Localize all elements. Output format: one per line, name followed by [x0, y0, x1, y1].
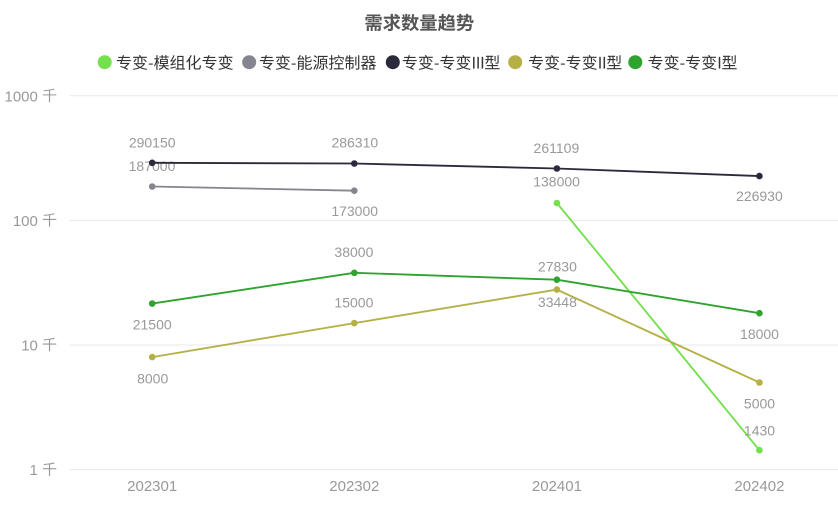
svg-text:38000: 38000 — [334, 244, 373, 260]
svg-text:100: 100 — [13, 213, 38, 230]
svg-text:286310: 286310 — [331, 135, 378, 151]
svg-text:202402: 202402 — [734, 478, 784, 495]
svg-text:18000: 18000 — [740, 326, 779, 342]
svg-text:173000: 173000 — [331, 203, 378, 219]
svg-text:1: 1 — [30, 462, 38, 479]
svg-text:1000: 1000 — [5, 88, 38, 105]
svg-text:226930: 226930 — [736, 188, 783, 204]
svg-text:202301: 202301 — [127, 478, 177, 495]
svg-text:21500: 21500 — [133, 317, 172, 333]
svg-text:138000: 138000 — [533, 174, 580, 190]
svg-text:261109: 261109 — [534, 140, 580, 156]
svg-text:5000: 5000 — [744, 395, 775, 411]
svg-text:1430: 1430 — [744, 423, 775, 439]
svg-text:15000: 15000 — [334, 294, 373, 310]
svg-text:202302: 202302 — [329, 478, 379, 495]
svg-text:33448: 33448 — [538, 294, 577, 310]
svg-text:10: 10 — [21, 338, 38, 355]
svg-text:8000: 8000 — [137, 370, 168, 386]
svg-text:27830: 27830 — [538, 259, 577, 275]
svg-text:290150: 290150 — [129, 134, 176, 150]
svg-text:202401: 202401 — [532, 478, 582, 495]
